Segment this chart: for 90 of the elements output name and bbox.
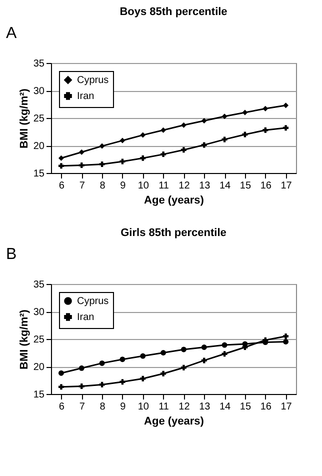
x-tick-label: 16	[260, 180, 272, 192]
point	[140, 353, 146, 359]
x-tick-label: 14	[219, 180, 232, 192]
x-tick-label: 6	[58, 180, 65, 192]
x-tick-label: 14	[219, 402, 232, 412]
point	[140, 376, 146, 382]
point	[262, 127, 268, 133]
point	[180, 122, 186, 128]
point	[58, 370, 64, 376]
x-tick-label: 10	[138, 402, 150, 412]
point	[120, 138, 126, 144]
point	[160, 370, 166, 376]
y-tick-label: 25	[33, 114, 45, 124]
point	[99, 143, 105, 149]
chart-title: Girls 85th percentile	[120, 227, 226, 239]
x-tick-label: 11	[158, 180, 170, 192]
point	[201, 118, 207, 124]
point	[78, 384, 84, 390]
x-tick-label: 6	[58, 402, 65, 412]
x-axis-title: Age (years)	[144, 416, 204, 428]
legend-label: Cyprus	[77, 75, 109, 86]
legend-label: Cyprus	[77, 296, 109, 307]
point	[160, 350, 166, 356]
point	[160, 152, 166, 158]
y-tick-label: 25	[33, 334, 45, 346]
point	[201, 358, 207, 364]
x-tick-label: 12	[178, 180, 190, 192]
point	[78, 162, 84, 168]
legend-label: Iran	[77, 312, 94, 323]
x-tick-label: 12	[178, 402, 190, 412]
x-tick-label: 17	[280, 402, 292, 412]
x-tick-label: 8	[100, 402, 106, 412]
point	[201, 344, 207, 350]
point	[140, 155, 146, 161]
point	[99, 161, 105, 167]
point	[262, 106, 268, 112]
point	[78, 365, 84, 371]
point	[58, 163, 64, 169]
y-tick-label: 20	[33, 362, 45, 373]
point	[242, 110, 248, 116]
x-tick-label: 15	[240, 402, 252, 412]
point	[99, 382, 105, 388]
x-tick-label: 7	[79, 180, 86, 192]
x-tick-label: 10	[138, 180, 150, 192]
point	[283, 102, 289, 108]
y-tick-label: 20	[33, 141, 45, 152]
y-tick-label: 15	[33, 390, 45, 400]
x-axis-title: Age (years)	[144, 194, 204, 206]
y-tick-label: 30	[33, 307, 45, 318]
text: B	[6, 246, 17, 263]
x-tick-label: 9	[120, 180, 126, 192]
y-tick-label: 15	[33, 168, 45, 180]
x-tick-label: 13	[199, 402, 211, 412]
chart-title: Boys 85th percentile	[120, 6, 228, 18]
point	[283, 125, 289, 131]
x-tick-label: 17	[280, 180, 292, 192]
x-tick-label: 9	[120, 402, 126, 412]
point	[99, 360, 105, 366]
y-axis-title: BMI (kg/m²)	[18, 309, 30, 370]
point	[58, 155, 64, 161]
x-tick-label: 11	[158, 402, 170, 412]
y-tick-label: 35	[33, 280, 45, 290]
point	[120, 356, 126, 362]
point	[283, 334, 289, 339]
point	[222, 351, 228, 357]
text: A	[6, 25, 17, 42]
x-tick-label: 15	[240, 180, 252, 192]
point	[160, 127, 166, 133]
x-tick-label: 16	[260, 402, 272, 412]
y-axis-title: BMI (kg/m²)	[18, 88, 30, 148]
point	[242, 341, 248, 347]
x-tick-label: 8	[100, 180, 106, 192]
point	[222, 114, 228, 120]
point	[120, 379, 126, 385]
y-tick-label: 35	[33, 58, 45, 70]
point	[222, 136, 228, 142]
x-tick-label: 13	[199, 180, 211, 192]
point	[78, 149, 84, 155]
point	[140, 132, 146, 138]
point	[180, 364, 186, 370]
point	[180, 147, 186, 153]
point	[58, 384, 64, 390]
y-tick-label: 30	[33, 86, 45, 97]
point	[222, 342, 228, 348]
point	[120, 158, 126, 164]
x-tick-label: 7	[79, 402, 86, 412]
point	[201, 142, 207, 148]
legend-label: Iran	[77, 91, 94, 102]
point	[180, 346, 186, 352]
point	[283, 339, 289, 344]
